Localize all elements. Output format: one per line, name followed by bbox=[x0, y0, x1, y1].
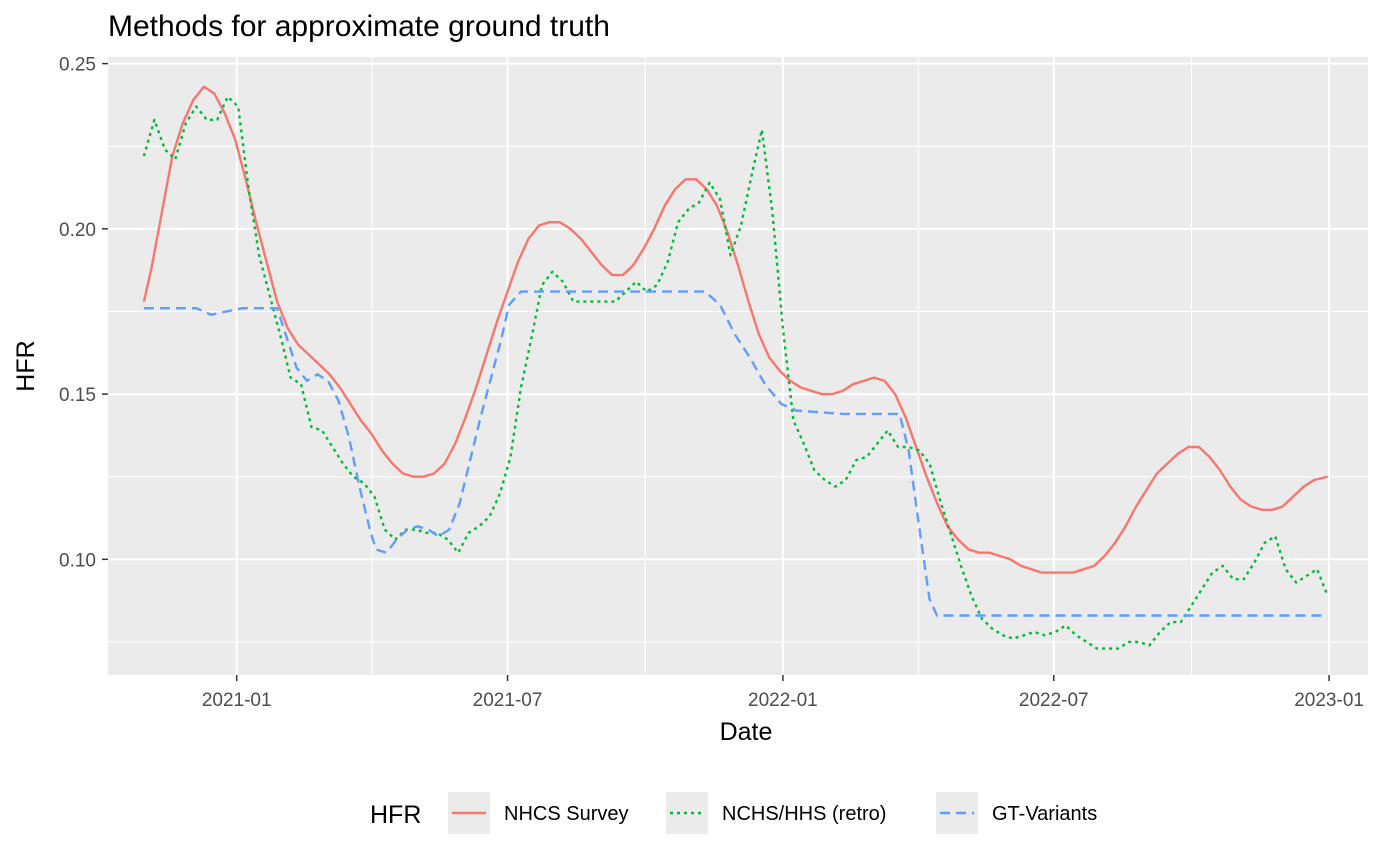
y-axis-label: HFR bbox=[12, 340, 40, 391]
series-line-2 bbox=[142, 95, 1329, 650]
legend-label: NHCS Survey bbox=[504, 803, 628, 825]
x-tick-label: 2021-07 bbox=[473, 690, 543, 711]
x-axis: 2021-01 2021-07 2022-01 2022-07 2023-01 bbox=[202, 675, 1364, 711]
x-tick-label: 2021-01 bbox=[202, 690, 272, 711]
legend-label: GT-Variants bbox=[992, 803, 1097, 825]
series-line-3 bbox=[143, 290, 1328, 617]
x-axis-label: Date bbox=[720, 718, 773, 746]
x-tick-label: 2022-07 bbox=[1019, 690, 1089, 711]
legend-label: NCHS/HHS (retro) bbox=[722, 803, 886, 825]
y-tick-label: 0.10 bbox=[59, 550, 96, 571]
x-tick-label: 2023-01 bbox=[1294, 690, 1364, 711]
legend-title: HFR bbox=[370, 801, 421, 829]
y-tick-label: 0.15 bbox=[59, 385, 96, 406]
y-tick-label: 0.20 bbox=[59, 220, 96, 241]
x-tick-label: 2022-01 bbox=[748, 690, 818, 711]
y-tick-label: 0.25 bbox=[59, 55, 96, 76]
plot-panel bbox=[108, 57, 1368, 675]
series-layer bbox=[142, 85, 1329, 650]
grid-minor bbox=[108, 57, 1368, 675]
legend: HFR NHCS Survey NCHS/HHS (retro) GT-Varian… bbox=[370, 792, 1097, 834]
grid-major bbox=[108, 57, 1368, 675]
y-axis: 0.10 0.15 0.20 0.25 bbox=[59, 55, 108, 571]
chart-title: Methods for approximate ground truth bbox=[108, 10, 610, 43]
